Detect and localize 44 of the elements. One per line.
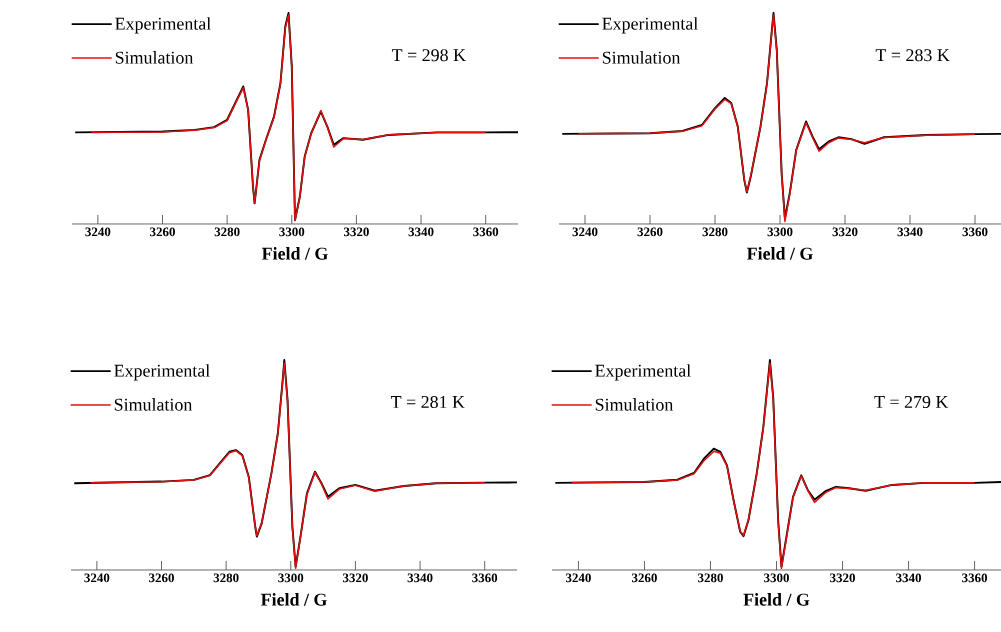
- legend-label: Simulation: [595, 398, 674, 411]
- annotation: T = 298 K: [391, 49, 466, 62]
- legend-label: Experimental: [115, 17, 211, 34]
- x-tick-label: 3240: [572, 227, 598, 237]
- x-tick-label: 3280: [702, 227, 728, 237]
- x-axis-title: Field / G: [743, 593, 810, 606]
- x-tick-label: 3320: [343, 227, 369, 237]
- x-tick-label: 3340: [896, 573, 922, 583]
- x-tick-label: 3300: [764, 573, 789, 583]
- x-tick-label: 3260: [631, 573, 657, 583]
- x-tick-label: 3280: [698, 573, 723, 583]
- x-tick-label: 3360: [472, 573, 498, 583]
- x-tick-label: 3320: [832, 227, 858, 237]
- x-tick-label: 3240: [84, 573, 110, 583]
- x-tick-label: 3300: [767, 227, 793, 237]
- x-tick-label: 3340: [897, 227, 923, 237]
- legend-label: Experimental: [602, 17, 698, 34]
- annotation: T = 281 K: [390, 395, 465, 409]
- x-tick-label: 3300: [279, 227, 305, 237]
- x-tick-label: 3260: [149, 573, 174, 583]
- x-tick-label: 3320: [342, 573, 368, 583]
- x-axis-title: Field / G: [261, 247, 328, 260]
- legend-label: Simulation: [114, 398, 193, 411]
- x-axis-title: Field / G: [260, 593, 327, 606]
- x-tick-label: 3300: [278, 573, 304, 583]
- x-tick-label: 3280: [213, 573, 239, 583]
- x-axis-title: Field / G: [746, 247, 813, 260]
- x-tick-label: 3280: [214, 227, 240, 237]
- x-tick-label: 3360: [962, 573, 988, 583]
- x-tick-label: 3340: [408, 227, 434, 237]
- annotation: T = 279 K: [874, 395, 949, 409]
- legend-label: Simulation: [115, 51, 194, 64]
- x-tick-label: 3260: [637, 227, 663, 237]
- x-tick-label: 3360: [473, 227, 499, 237]
- legend-label: Simulation: [602, 51, 681, 64]
- x-tick-label: 3320: [830, 573, 855, 583]
- annotation: T = 283 K: [875, 49, 950, 62]
- x-tick-label: 3360: [962, 227, 988, 237]
- x-tick-label: 3260: [150, 227, 175, 237]
- x-tick-label: 3240: [85, 227, 111, 237]
- legend-label: Experimental: [114, 364, 210, 381]
- x-tick-label: 3340: [407, 573, 433, 583]
- legend-label: Experimental: [595, 364, 691, 381]
- x-tick-label: 3240: [565, 573, 591, 583]
